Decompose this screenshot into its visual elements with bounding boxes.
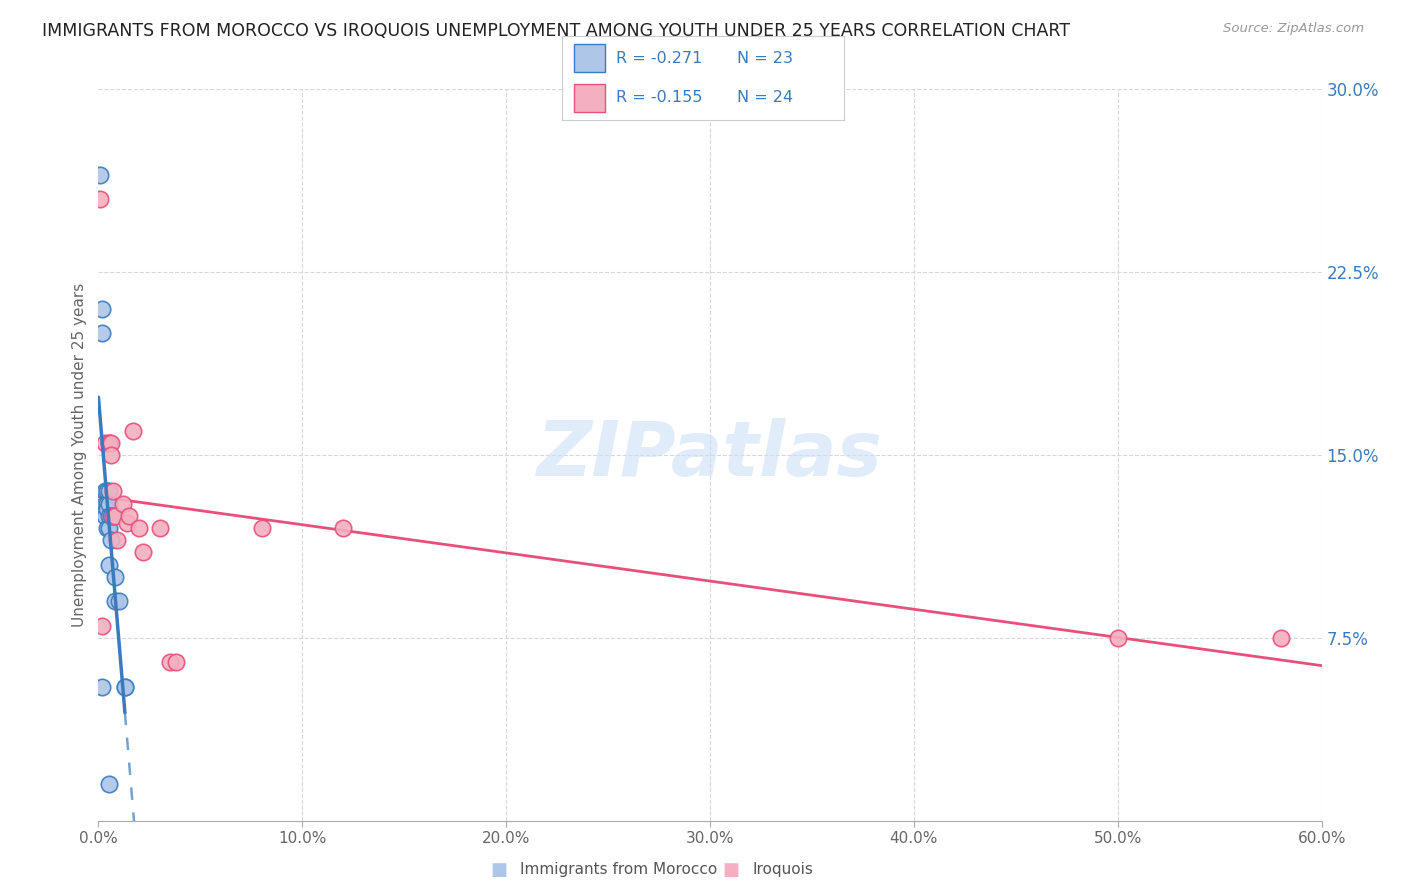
Point (250, 521, 273, 535)
Point (128, 521, 150, 535)
Point (100, 448, 122, 462)
Text: R = -0.271: R = -0.271 (616, 51, 702, 66)
Point (96, 497, 118, 511)
Text: Source: ZipAtlas.com: Source: ZipAtlas.com (1223, 22, 1364, 36)
Point (93, 497, 115, 511)
Point (1107, 631, 1129, 645)
Text: Iroquois: Iroquois (752, 863, 813, 877)
FancyBboxPatch shape (574, 45, 605, 72)
Point (91, 680, 114, 694)
Point (114, 680, 136, 694)
Point (97, 497, 120, 511)
Point (149, 521, 172, 535)
Point (105, 533, 128, 548)
Point (1270, 631, 1292, 645)
Point (104, 594, 127, 608)
Point (97, 435, 120, 450)
Point (332, 521, 354, 535)
Point (97, 435, 120, 450)
Point (114, 680, 136, 694)
Text: ZIPatlas: ZIPatlas (537, 418, 883, 491)
Text: ■: ■ (723, 861, 740, 879)
Point (122, 424, 145, 438)
Point (115, 516, 138, 531)
Point (96, 484, 118, 499)
Point (101, 484, 124, 499)
Text: R = -0.155: R = -0.155 (616, 90, 702, 105)
Point (96, 501, 118, 516)
Point (93, 508, 115, 523)
Point (93, 435, 115, 450)
Text: Immigrants from Morocco: Immigrants from Morocco (520, 863, 717, 877)
Point (100, 508, 122, 523)
Point (93, 484, 115, 499)
Point (165, 655, 187, 669)
Point (97, 521, 120, 535)
Point (91, 326, 114, 340)
Text: ■: ■ (491, 861, 508, 879)
Y-axis label: Unemployment Among Youth under 25 years: Unemployment Among Youth under 25 years (72, 283, 87, 627)
Point (96, 521, 118, 535)
Point (100, 533, 122, 548)
Point (118, 508, 141, 523)
Point (91, 301, 114, 316)
Point (89, 192, 111, 206)
Point (101, 508, 124, 523)
Point (104, 570, 127, 584)
Point (91, 618, 114, 632)
Text: N = 23: N = 23 (737, 51, 793, 66)
Point (97, 484, 120, 499)
Point (104, 508, 127, 523)
Point (100, 435, 122, 450)
Point (97, 508, 120, 523)
Point (108, 594, 131, 608)
Text: N = 24: N = 24 (737, 90, 793, 105)
Point (132, 545, 155, 559)
FancyBboxPatch shape (574, 84, 605, 112)
Point (101, 508, 124, 523)
Point (111, 497, 134, 511)
Point (97, 558, 120, 572)
Point (97, 777, 120, 791)
Text: IMMIGRANTS FROM MOROCCO VS IROQUOIS UNEMPLOYMENT AMONG YOUTH UNDER 25 YEARS CORR: IMMIGRANTS FROM MOROCCO VS IROQUOIS UNEM… (42, 22, 1070, 40)
Point (89, 168, 111, 182)
Point (159, 655, 181, 669)
